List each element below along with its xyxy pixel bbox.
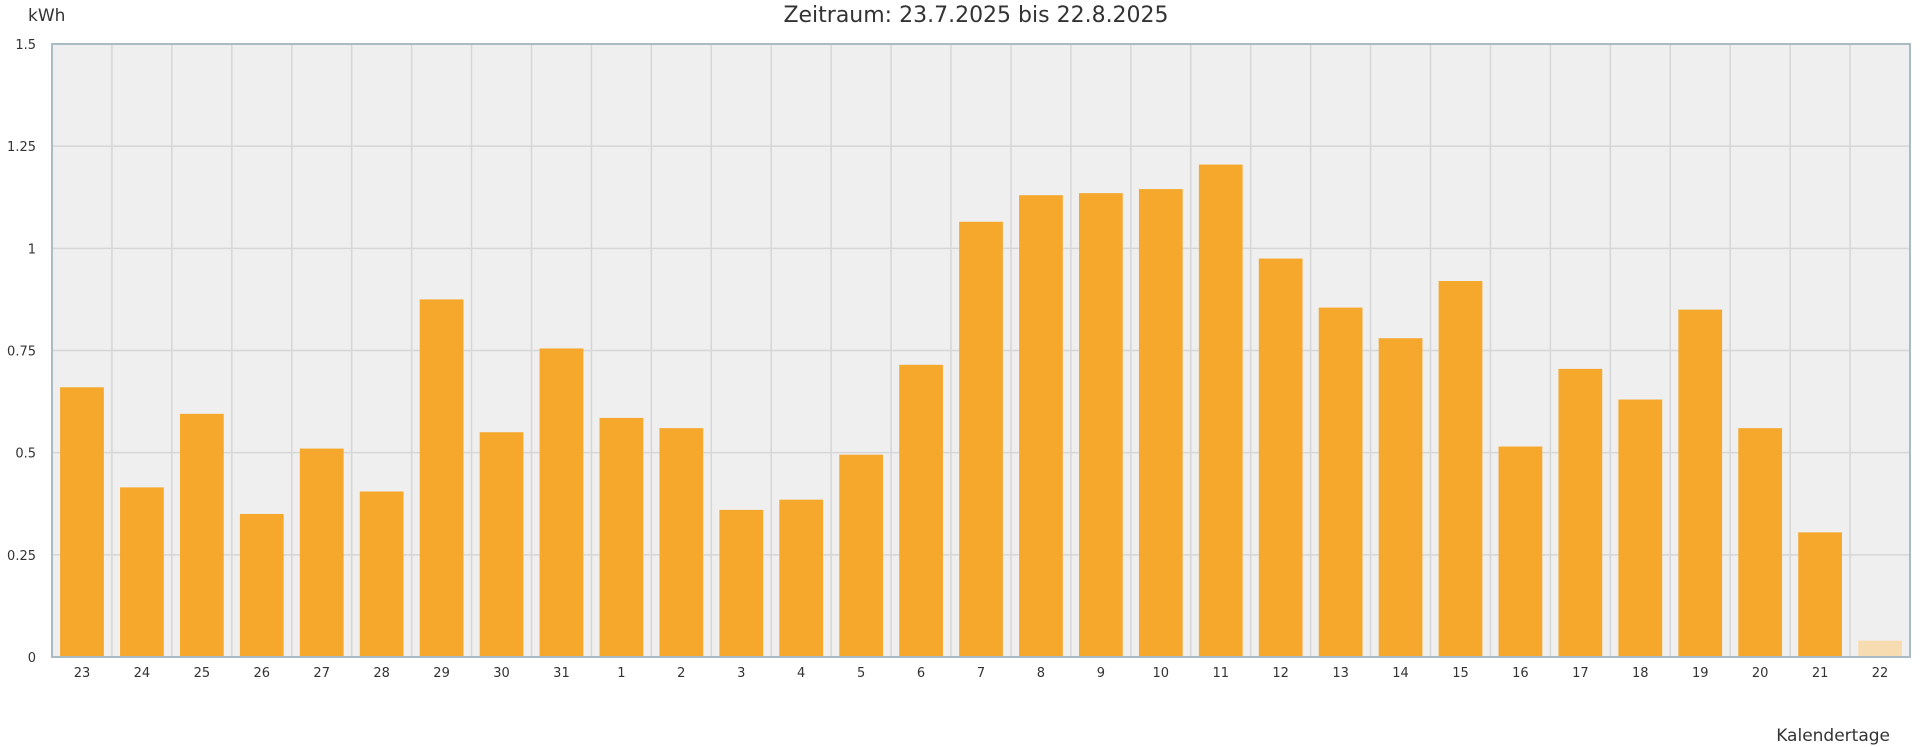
- x-tick-label: 15: [1452, 666, 1469, 681]
- y-tick-label: 1: [28, 242, 36, 257]
- y-axis-ticks: 0 0.25 0.5 0.75 1 1.25 1.5: [7, 38, 36, 666]
- x-tick-label: 21: [1812, 666, 1829, 681]
- bar-31[interactable]: [539, 348, 584, 657]
- bar-5[interactable]: [839, 454, 884, 657]
- y-tick-label: 0.5: [15, 447, 36, 462]
- x-tick-label: 3: [737, 666, 745, 681]
- x-axis-caption: Kalendertage: [1776, 726, 1890, 746]
- x-tick-label: 28: [373, 666, 390, 681]
- x-tick-label: 24: [134, 666, 151, 681]
- x-tick-label: 4: [797, 666, 805, 681]
- bar-20[interactable]: [1738, 428, 1783, 657]
- x-tick-label: 6: [917, 666, 925, 681]
- x-tick-label: 22: [1872, 666, 1889, 681]
- grid-lines: [52, 44, 1910, 657]
- x-tick-label: 10: [1153, 666, 1170, 681]
- bar-25[interactable]: [179, 413, 224, 657]
- bar-19[interactable]: [1678, 309, 1723, 657]
- x-tick-label: 2: [677, 666, 685, 681]
- x-tick-label: 27: [313, 666, 330, 681]
- x-tick-label: 26: [254, 666, 271, 681]
- bar-28[interactable]: [359, 491, 404, 657]
- bar-3[interactable]: [719, 509, 764, 657]
- bars: [60, 164, 1902, 657]
- x-tick-label: 5: [857, 666, 865, 681]
- x-tick-label: 23: [74, 666, 91, 681]
- plot-border: [51, 43, 1911, 658]
- bar-11[interactable]: [1198, 164, 1243, 657]
- bar-23[interactable]: [60, 387, 104, 657]
- bar-1[interactable]: [599, 417, 644, 657]
- x-axis-ticks: 23 24 25 26 27 28 29 30 31 1 2 3 4 5 6 7 8 9 10 11 12 13 14 15 1…: [74, 666, 1889, 681]
- x-tick-label: 9: [1097, 666, 1105, 681]
- y-tick-label: 1.5: [15, 38, 36, 53]
- bar-6[interactable]: [899, 364, 943, 657]
- bar-21[interactable]: [1798, 532, 1842, 657]
- bar-13[interactable]: [1318, 307, 1363, 657]
- y-tick-label: 0: [28, 651, 36, 666]
- y-tick-label: 0.75: [7, 345, 36, 360]
- bar-9[interactable]: [1078, 193, 1123, 657]
- bar-10[interactable]: [1138, 189, 1183, 657]
- x-tick-label: 11: [1212, 666, 1229, 681]
- x-tick-label: 19: [1692, 666, 1709, 681]
- x-tick-label: 18: [1632, 666, 1649, 681]
- y-tick-label: 1.25: [7, 140, 36, 155]
- bar-24[interactable]: [120, 487, 164, 657]
- bar-30[interactable]: [479, 432, 524, 657]
- bar-14[interactable]: [1378, 338, 1423, 657]
- bar-16[interactable]: [1498, 446, 1543, 657]
- bar-27[interactable]: [299, 448, 344, 657]
- x-tick-label: 7: [977, 666, 985, 681]
- x-tick-label: 1: [617, 666, 625, 681]
- bar-7[interactable]: [959, 221, 1003, 657]
- x-tick-label: 31: [553, 666, 570, 681]
- x-tick-label: 17: [1572, 666, 1589, 681]
- bar-8[interactable]: [1019, 195, 1063, 657]
- chart-title: Zeitraum: 23.7.2025 bis 22.8.2025: [783, 3, 1168, 28]
- x-tick-label: 14: [1392, 666, 1409, 681]
- x-tick-label: 29: [433, 666, 450, 681]
- bar-2[interactable]: [659, 428, 704, 657]
- bar-22[interactable]: [1858, 640, 1902, 657]
- x-tick-label: 12: [1272, 666, 1289, 681]
- bar-12[interactable]: [1258, 258, 1303, 657]
- bar-29[interactable]: [419, 299, 464, 657]
- x-tick-label: 30: [493, 666, 510, 681]
- x-tick-label: 13: [1332, 666, 1349, 681]
- x-tick-label: 8: [1037, 666, 1045, 681]
- x-tick-label: 25: [194, 666, 211, 681]
- bar-4[interactable]: [779, 499, 824, 657]
- x-tick-label: 20: [1752, 666, 1769, 681]
- bar-15[interactable]: [1438, 281, 1483, 657]
- x-tick-label: 16: [1512, 666, 1529, 681]
- bar-18[interactable]: [1618, 399, 1663, 657]
- y-tick-label: 0.25: [7, 549, 36, 564]
- y-axis-unit-label: kWh: [28, 6, 65, 26]
- bar-26[interactable]: [239, 513, 284, 657]
- bar-17[interactable]: [1558, 368, 1603, 657]
